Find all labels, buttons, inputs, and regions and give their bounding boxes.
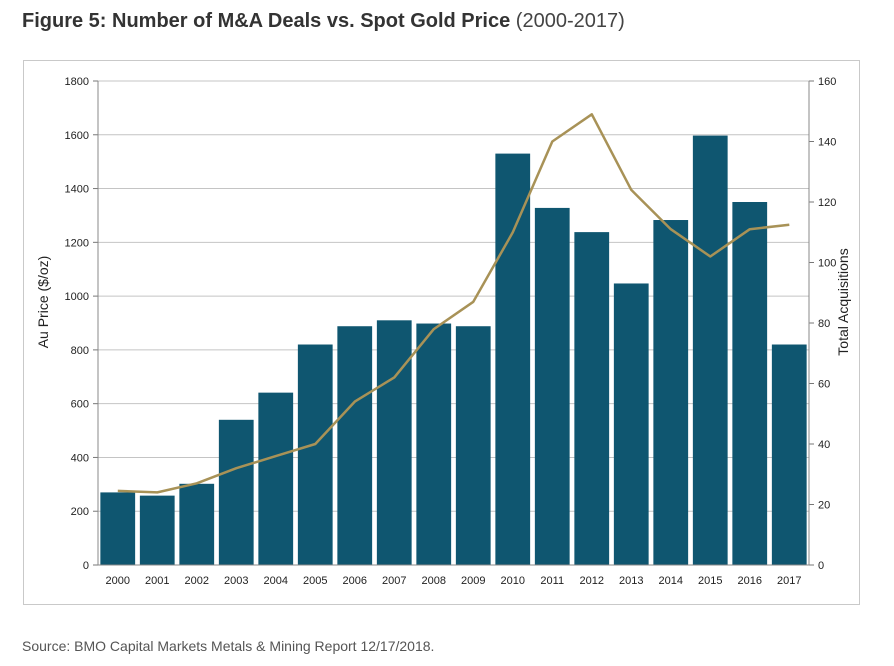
y-tick-label: 1000	[65, 291, 89, 303]
x-tick-label: 2010	[501, 575, 525, 587]
x-tick-label: 2004	[264, 575, 288, 587]
bar	[218, 419, 254, 565]
bar	[653, 220, 689, 565]
bar	[337, 326, 373, 565]
line-series	[117, 113, 790, 494]
bar	[732, 202, 768, 565]
tick-labels: 0 200 400 600 800 1000 1200 1400 1600 1800 0 20 40 60…	[65, 76, 837, 587]
x-tick-label: 2013	[619, 575, 643, 587]
bar	[534, 207, 570, 565]
y-tick-label: 400	[71, 452, 89, 464]
bar	[416, 323, 452, 565]
y-tick-label: 1400	[65, 184, 89, 196]
bar	[376, 320, 412, 565]
y2-tick-label: 140	[818, 137, 836, 149]
x-tick-label: 2011	[540, 575, 564, 587]
x-tick-label: 2005	[303, 575, 327, 587]
y2-tick-label: 0	[818, 560, 824, 572]
y2-tick-label: 120	[818, 197, 836, 209]
gold-price-line	[117, 113, 790, 494]
x-tick-label: 2002	[185, 575, 209, 587]
bar-series	[100, 135, 807, 566]
combo-chart: 0 200 400 600 800 1000 1200 1400 1600 1800 0 20 40 60…	[35, 76, 851, 587]
x-tick-label: 2017	[777, 575, 801, 587]
x-tick-label: 2001	[145, 575, 169, 587]
y2-tick-label: 80	[818, 318, 830, 330]
bar	[692, 135, 728, 565]
bar	[455, 326, 491, 565]
x-tick-label: 2015	[698, 575, 722, 587]
bar	[771, 344, 807, 565]
y2-tick-label: 160	[818, 76, 836, 88]
y-axis-title: Au Price ($/oz)	[35, 256, 51, 349]
source-note: Source: BMO Capital Markets Metals & Min…	[22, 638, 435, 654]
x-tick-label: 2007	[382, 575, 406, 587]
axes	[93, 80, 814, 566]
y-tick-label: 1600	[65, 130, 89, 142]
y-tick-label: 600	[71, 399, 89, 411]
bar	[297, 344, 333, 565]
bar	[179, 483, 215, 565]
y-tick-label: 1800	[65, 76, 89, 88]
bar	[100, 492, 136, 565]
bar	[139, 495, 175, 565]
x-tick-label: 2012	[580, 575, 604, 587]
y2-tick-label: 40	[818, 439, 830, 451]
figure-title-main: Figure 5: Number of M&A Deals vs. Spot G…	[22, 10, 511, 32]
x-tick-label: 2006	[343, 575, 367, 587]
y2-tick-label: 60	[818, 379, 830, 391]
x-tick-label: 2003	[224, 575, 248, 587]
y-tick-label: 1200	[65, 237, 89, 249]
bar	[613, 283, 649, 565]
x-tick-label: 2008	[422, 575, 446, 587]
y2-tick-label: 20	[818, 500, 830, 512]
bar	[574, 232, 610, 566]
figure-title-range: (2000-2017)	[515, 10, 625, 32]
y2-tick-label: 100	[818, 258, 836, 270]
x-tick-label: 2009	[461, 575, 485, 587]
y-tick-label: 200	[71, 506, 89, 518]
x-tick-label: 2014	[659, 575, 683, 587]
y-tick-label: 0	[83, 560, 89, 572]
figure-title: Figure 5: Number of M&A Deals vs. Spot G…	[22, 8, 625, 34]
y2-axis-title: Total Acquisitions	[835, 248, 851, 355]
x-tick-label: 2016	[738, 575, 762, 587]
x-tick-label: 2000	[106, 575, 130, 587]
bar	[258, 392, 294, 565]
y-tick-label: 800	[71, 345, 89, 357]
bar	[495, 153, 531, 565]
